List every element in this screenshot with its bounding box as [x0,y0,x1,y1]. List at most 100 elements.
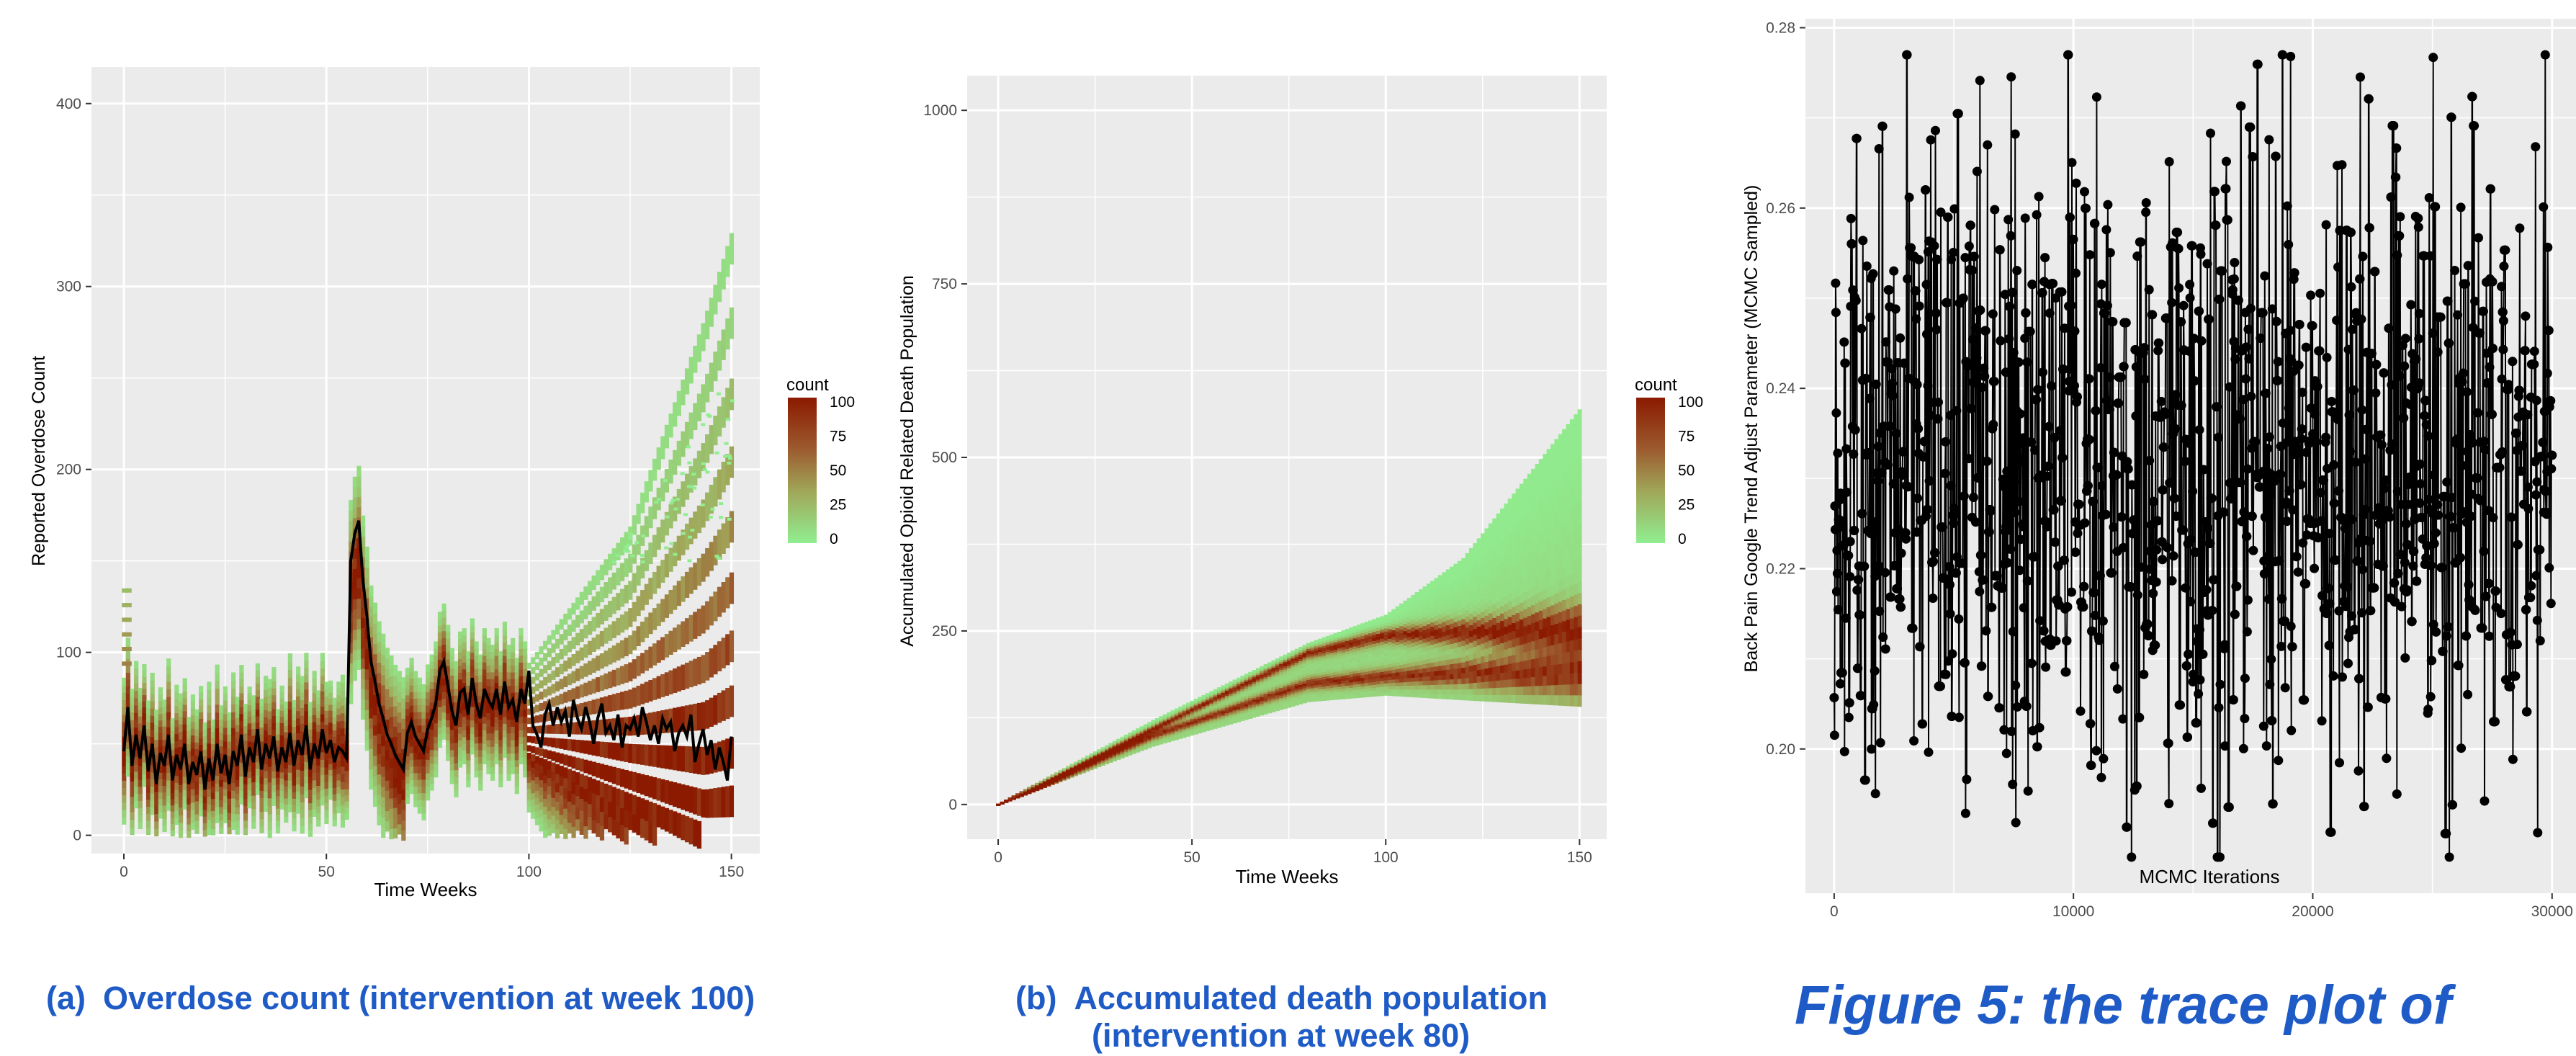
panel-b-heat-cell [1221,722,1226,725]
panel-a-heat-cell [154,739,159,748]
panel-b-heat-cell [1283,697,1288,701]
panel-b-heat-cell [1318,669,1323,674]
panel-a-heat-cell [466,671,471,679]
panel-a-heat-cell [522,702,528,710]
panel-a-heat-cell [199,770,204,778]
panel-a-heat-cell [474,648,479,655]
panel-a-heat-cell [255,670,261,677]
panel-b-heat-cell [1260,682,1265,686]
panel-a-heat-cell [336,779,341,787]
panel-a-heat-cell [401,779,406,790]
panel-a-heat-cell [684,662,690,689]
panel-a-heat-cell [676,666,681,692]
panel-a-heat-cell [320,706,325,715]
panel-a-heat-cell [190,815,196,823]
panel-a-heat-cell [349,632,354,643]
panel-a-heat-cell [210,719,216,726]
panel-a-heat-cell [490,719,495,727]
panel-a-heat-cell [187,743,192,751]
panel-a-heat-cell [596,720,601,735]
panel-b-heat-cell [1283,661,1288,664]
panel-a-heat-cell [632,687,637,707]
panel-a-heat-cell [401,748,406,760]
panel-a-heat-cell [279,796,284,804]
panel-b-heat-cell [1248,684,1253,688]
panel-a-heat-cell [207,720,212,728]
panel-b-heat-cell [1255,671,1260,675]
panel-b-heat-cell [1255,710,1260,713]
panel-a-heat-cell [701,746,706,775]
panel-a-heat-cell [616,568,621,586]
panel-a-heat-cell [725,634,730,666]
panel-a-heat-cell [369,636,374,648]
panel-a-heat-cell [616,593,621,611]
panel-a-heat-cell [190,802,196,810]
panel-a-heat-cell [145,806,151,814]
panel-a-heat-cell [275,820,281,828]
panel-a-heat-cell [721,637,726,668]
panel-b-heat-cell [1248,679,1253,682]
panel-a-heat-cell [648,646,653,668]
panel-a-heat-cell [603,798,609,815]
panel-a-heat-cell [122,707,127,715]
panel-a-heat-cell [340,682,346,691]
panel-b-heat-cell [1244,684,1249,688]
panel-a-heat-cell [652,712,658,734]
panel-a-heat-cell [235,738,240,746]
panel-a-heat-cell [413,766,418,774]
panel-b-heat-cell [1221,686,1226,690]
panel-a-heat-cell [377,651,382,663]
panel-a-heat-cell [377,733,382,744]
panel-a-heat-cell [466,746,471,754]
panel-a-heat-cell [466,725,471,733]
panel-a-heat-cell [599,631,605,647]
panel-b-heat-cell [1004,800,1009,802]
panel-b-heat-cell [1283,691,1288,695]
panel-a-heat-cell [247,795,252,802]
panel-b-heat-cell [1263,690,1268,694]
panel-a-heat-cell [640,621,645,643]
panel-a-heat-cell [676,581,681,607]
panel-a-heat-cell [434,709,439,717]
panel-a-heat-cell [239,686,244,694]
panel-a-heat-cell [519,648,524,656]
panel-b-heat-cell [1291,688,1296,692]
panel-a-heat-cell [632,743,637,764]
panel-a-heat-cell [729,511,735,543]
panel-a-heat-cell [162,712,167,720]
panel-b-heat-cell [1279,678,1284,682]
panel-a-heat-cell [539,794,544,802]
panel-a-heat-cell [361,535,366,547]
panel-a-heat-cell [522,668,528,676]
panel-a-xtick-label: 50 [318,864,335,880]
panel-b-heat-cell [1260,675,1265,679]
panel-b-heat-cell [1279,704,1284,708]
panel-a-heat-cell [511,753,516,761]
panel-a-heat-cell [267,686,272,696]
panel-a-heat-cell [372,745,378,756]
panel-a-heat-cell [526,782,531,789]
panel-a-heat-cell [506,719,511,727]
panel-b-heat-cell [1314,674,1319,679]
panel-b-heat-cell [1240,699,1245,703]
panel-a-heat-cell [599,653,605,669]
panel-b-heat-cell [1252,676,1257,681]
panel-b-heat-cell [1321,647,1327,651]
panel-b-heat-cell [1298,672,1303,676]
panel-a-heat-cell [150,800,155,808]
panel-b-heat-cell [1310,659,1315,663]
panel-a-heat-cell [142,670,147,677]
panel-a-heat-cell [563,661,568,672]
panel-a-heat-cell [150,722,155,730]
panel-a-heat-cell [434,736,439,744]
panel-a-heat-cell [142,688,147,696]
panel-a-heat-cell [409,678,414,686]
panel-a-heat-cell [608,624,613,641]
panel-b-heat-cell [1252,684,1257,688]
panel-a-heat-cell [608,671,613,689]
panel-a-heat-cell [596,612,601,628]
panel-a-heat-cell [178,784,184,793]
panel-a-heat-outlier [626,543,631,547]
panel-a-heat-cell [393,807,398,818]
panel-b-heat-cell [1310,666,1315,671]
